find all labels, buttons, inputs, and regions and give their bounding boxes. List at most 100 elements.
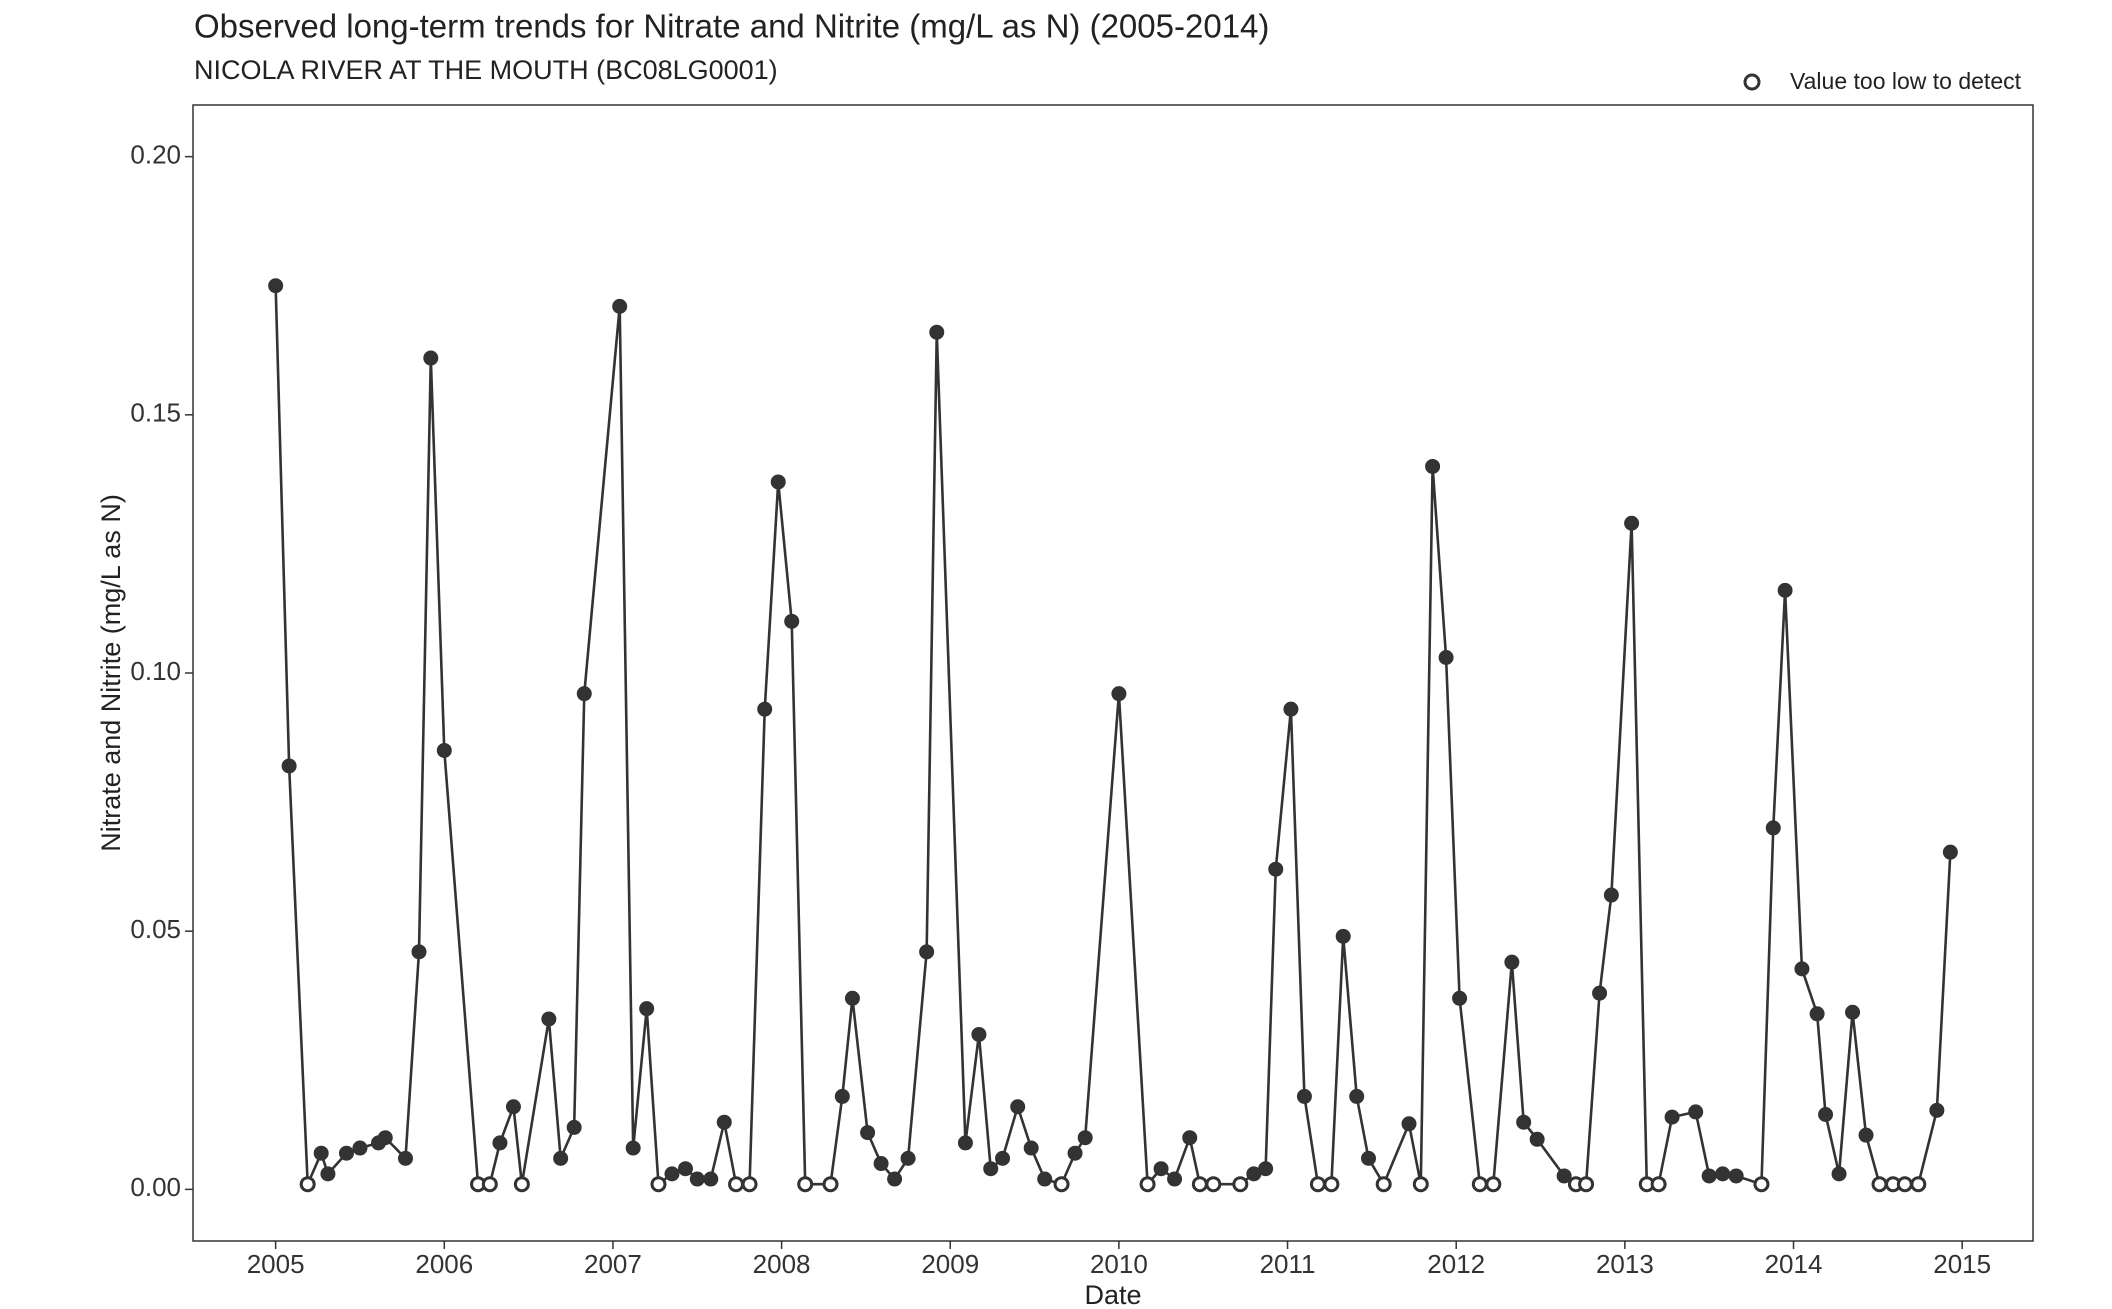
point: [1023, 1140, 1039, 1156]
point-below-detection: [1191, 1176, 1208, 1193]
point-below-detection: [650, 1176, 667, 1193]
point: [844, 990, 860, 1006]
point: [716, 1114, 732, 1130]
point: [1111, 686, 1127, 702]
point-below-detection: [1323, 1176, 1340, 1193]
point: [1077, 1130, 1093, 1146]
point-below-detection: [1471, 1176, 1488, 1193]
point: [1335, 928, 1351, 944]
point: [377, 1130, 393, 1146]
point: [689, 1171, 705, 1187]
point: [576, 686, 592, 702]
point: [541, 1011, 557, 1027]
point: [873, 1156, 889, 1172]
point: [1153, 1161, 1169, 1177]
point: [1794, 961, 1810, 977]
point: [423, 350, 439, 366]
point: [1349, 1088, 1365, 1104]
x-tick-label: 2010: [1090, 1249, 1148, 1279]
legend-marker: [1743, 73, 1761, 91]
point: [1858, 1127, 1874, 1143]
point: [625, 1140, 641, 1156]
point-below-detection: [1910, 1176, 1927, 1193]
point: [1728, 1168, 1744, 1184]
chart-subtitle: NICOLA RIVER AT THE MOUTH (BC08LG0001): [194, 55, 778, 85]
data-line: [274, 285, 1952, 1188]
x-tick-label: 2005: [247, 1249, 305, 1279]
x-tick-label: 2011: [1260, 1249, 1316, 1279]
point-below-detection: [1896, 1176, 1913, 1193]
point-below-detection: [822, 1176, 839, 1193]
point: [1283, 701, 1299, 717]
point: [1929, 1102, 1945, 1118]
point-below-detection: [1485, 1176, 1502, 1193]
point: [887, 1171, 903, 1187]
x-tick-label: 2009: [921, 1249, 979, 1279]
point: [1809, 1006, 1825, 1022]
point: [664, 1166, 680, 1182]
point: [338, 1145, 354, 1161]
point-below-detection: [1753, 1176, 1770, 1193]
point-below-detection: [728, 1176, 745, 1193]
point: [268, 278, 284, 294]
point: [612, 298, 628, 314]
point-below-detection: [299, 1176, 316, 1193]
point: [1624, 515, 1640, 531]
point: [492, 1135, 508, 1151]
x-axis-title: Date: [1084, 1280, 1141, 1309]
point: [281, 758, 297, 774]
point: [1556, 1168, 1572, 1184]
point-below-detection: [1139, 1176, 1156, 1193]
point: [1818, 1106, 1834, 1122]
legend-label: Value too low to detect: [1790, 68, 2022, 94]
point: [320, 1166, 336, 1182]
point: [995, 1150, 1011, 1166]
y-tick-label: 0.15: [130, 398, 181, 428]
point: [703, 1171, 719, 1187]
point: [1425, 458, 1441, 474]
point-below-detection: [797, 1176, 814, 1193]
y-tick-label: 0.20: [130, 140, 181, 170]
point: [834, 1088, 850, 1104]
point: [505, 1099, 521, 1115]
point: [1688, 1104, 1704, 1120]
point: [1831, 1166, 1847, 1182]
point: [1452, 990, 1468, 1006]
point: [770, 474, 786, 490]
point-below-detection: [1871, 1176, 1888, 1193]
y-axis-title: Nitrate and Nitrite (mg/L as N): [96, 494, 126, 852]
point: [1592, 985, 1608, 1001]
point: [919, 944, 935, 960]
point-below-detection: [1650, 1176, 1667, 1193]
point: [1037, 1171, 1053, 1187]
point: [1438, 650, 1454, 666]
point: [1268, 861, 1284, 877]
x-tick-label: 2015: [1933, 1249, 1991, 1279]
point: [566, 1119, 582, 1135]
point: [1010, 1099, 1026, 1115]
x-tick-label: 2013: [1596, 1249, 1654, 1279]
point: [1845, 1004, 1861, 1020]
point: [757, 701, 773, 717]
point: [1777, 582, 1793, 598]
point: [639, 1001, 655, 1017]
point: [313, 1145, 329, 1161]
point: [677, 1161, 693, 1177]
point-below-detection: [1309, 1176, 1326, 1193]
point: [1664, 1109, 1680, 1125]
point: [971, 1026, 987, 1042]
point: [1504, 954, 1520, 970]
x-tick-label: 2012: [1427, 1249, 1485, 1279]
point: [1942, 844, 1958, 860]
point: [411, 944, 427, 960]
point: [1361, 1150, 1377, 1166]
x-tick-label: 2006: [415, 1249, 473, 1279]
point: [1516, 1114, 1532, 1130]
point-below-detection: [1205, 1176, 1222, 1193]
point: [1401, 1116, 1417, 1132]
point-below-detection: [513, 1176, 530, 1193]
point-below-detection: [1053, 1176, 1070, 1193]
x-tick-label: 2008: [753, 1249, 811, 1279]
point: [983, 1161, 999, 1177]
